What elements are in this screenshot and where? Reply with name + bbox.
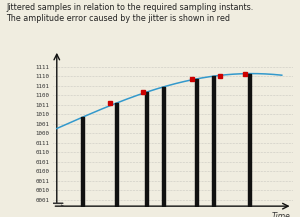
Text: Jittered samples in relation to the required sampling instants.: Jittered samples in relation to the requ… [6, 3, 253, 12]
Text: The amplitude error caused by the jitter is shown in red: The amplitude error caused by the jitter… [6, 14, 230, 23]
Text: Time: Time [272, 212, 290, 217]
